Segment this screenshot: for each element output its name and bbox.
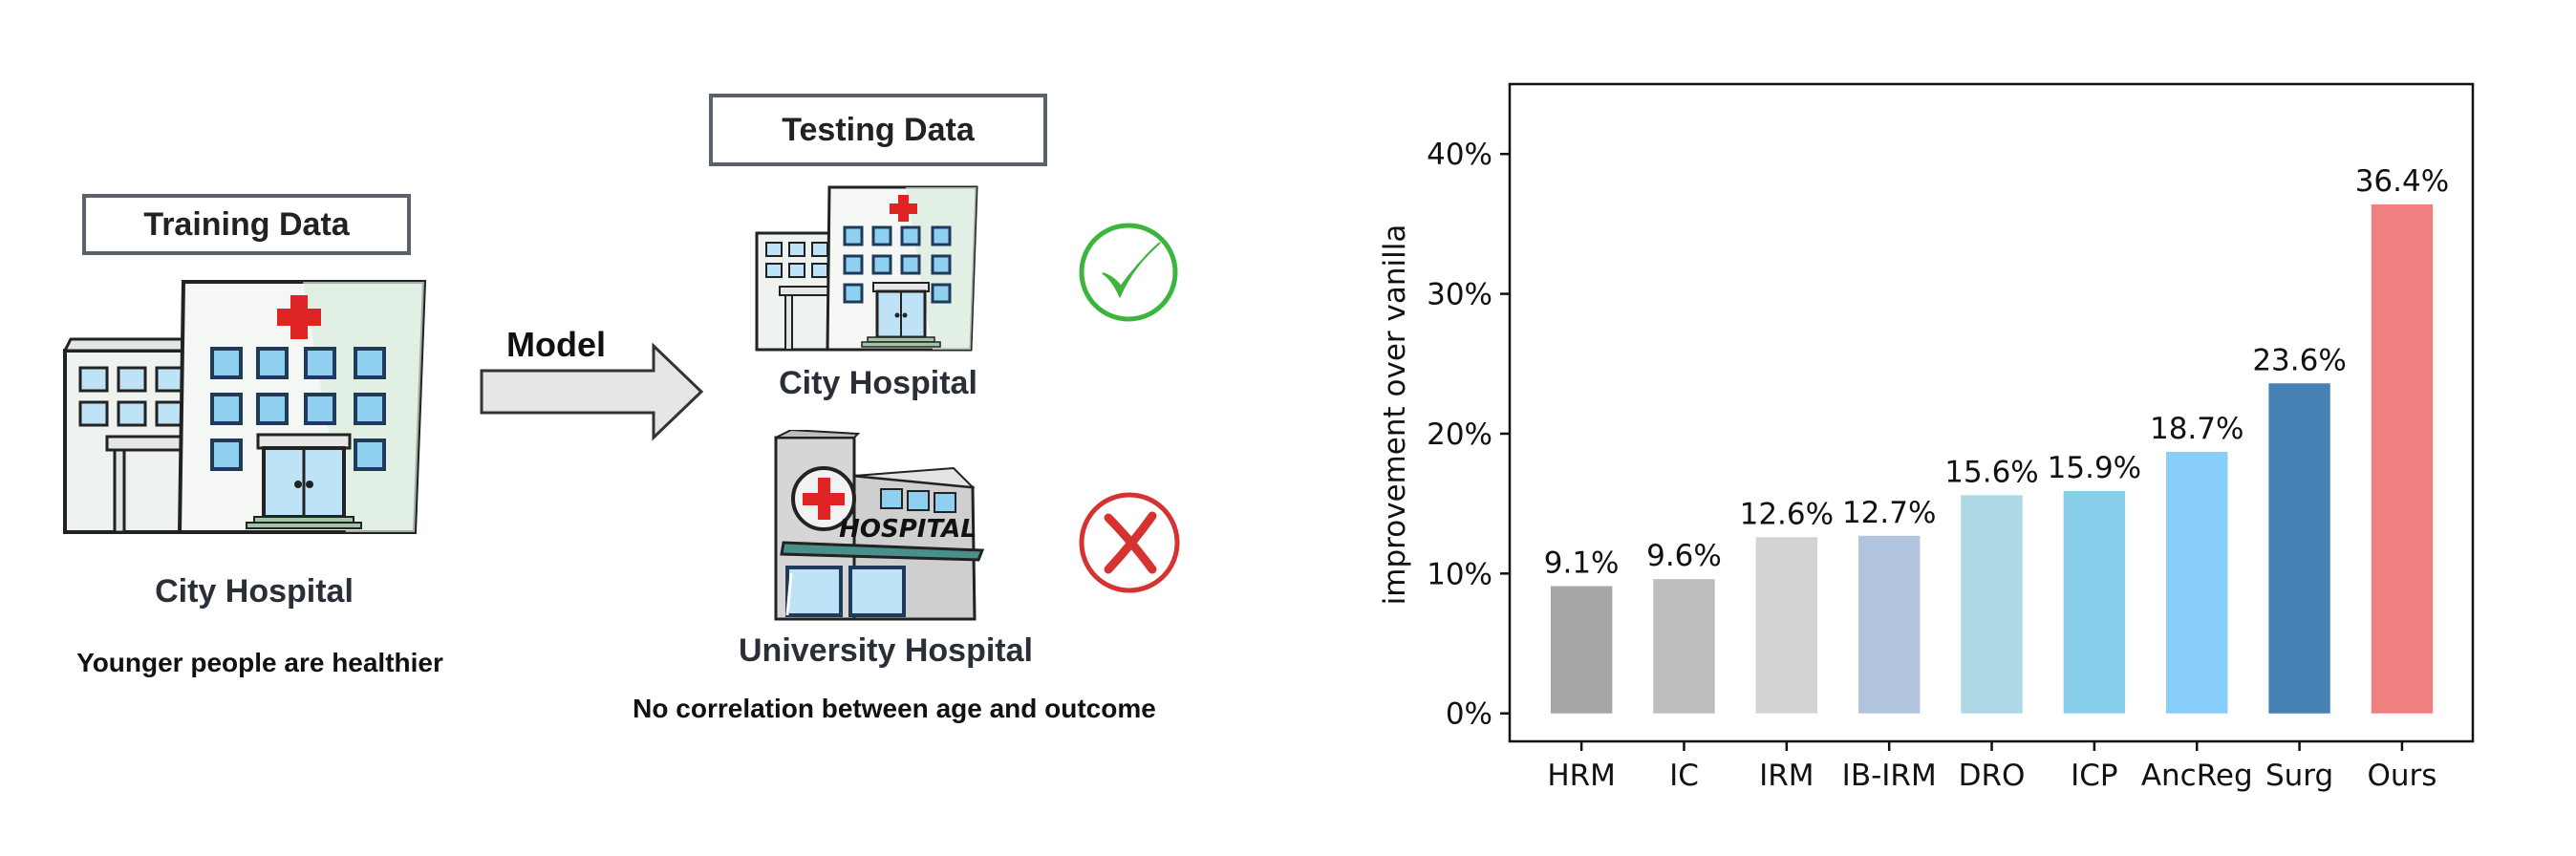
y-tick-label: 40% bbox=[1427, 138, 1492, 172]
hospital-sign-text: HOSPITAL bbox=[839, 515, 977, 544]
x-tick-label: AncReg bbox=[2141, 759, 2253, 793]
x-tick-label: HRM bbox=[1547, 759, 1616, 793]
x-tick-label: IC bbox=[1669, 759, 1699, 793]
training-data-label: Training Data bbox=[82, 194, 411, 255]
bar-value-label: 15.9% bbox=[2048, 451, 2141, 485]
y-axis-label: improvement over vanilla bbox=[1378, 225, 1412, 606]
check-icon bbox=[1079, 223, 1178, 322]
bar-irm bbox=[1755, 537, 1818, 714]
x-tick-label: DRO bbox=[1959, 759, 2026, 793]
bar-value-label: 15.6% bbox=[1944, 455, 2038, 489]
x-tick-label: IB-IRM bbox=[1842, 759, 1937, 793]
bar-dro bbox=[1961, 495, 2023, 714]
x-tick-label: IRM bbox=[1759, 759, 1814, 793]
train-city-hospital-icon bbox=[62, 280, 427, 534]
bar-value-label: 9.6% bbox=[1646, 539, 1722, 573]
y-tick-label: 0% bbox=[1446, 697, 1492, 732]
train-hospital-name: City Hospital bbox=[155, 573, 354, 610]
bar-value-label: 18.7% bbox=[2150, 412, 2243, 446]
model-label: Model bbox=[506, 325, 606, 364]
bar-surg bbox=[2268, 383, 2330, 714]
bar-ib-irm bbox=[1857, 535, 1921, 714]
cross-icon bbox=[1079, 492, 1180, 593]
y-tick-label: 30% bbox=[1427, 278, 1492, 312]
bar-value-label: 12.6% bbox=[1740, 497, 1834, 531]
bar-value-label: 9.1% bbox=[1544, 546, 1620, 581]
bar-hrm bbox=[1550, 586, 1613, 714]
bar-icp bbox=[2063, 490, 2126, 714]
model-arrow-icon bbox=[480, 342, 704, 441]
test-city-hospital-icon bbox=[755, 185, 978, 352]
university-hospital-icon: HOSPITAL bbox=[774, 430, 985, 621]
bar-value-label: 36.4% bbox=[2355, 164, 2449, 199]
train-note: Younger people are healthier bbox=[76, 648, 443, 677]
x-tick-label: Ours bbox=[2367, 759, 2436, 793]
bar-ancreg bbox=[2166, 451, 2228, 714]
y-tick-label: 10% bbox=[1427, 557, 1492, 591]
y-tick-label: 20% bbox=[1427, 417, 1492, 452]
test-note: No correlation between age and outcome bbox=[633, 694, 1156, 723]
testing-data-label: Testing Data bbox=[709, 94, 1047, 166]
bar-value-label: 23.6% bbox=[2252, 343, 2346, 377]
bar-value-label: 12.7% bbox=[1842, 496, 1936, 530]
test-hospital-2-name: University Hospital bbox=[739, 632, 1033, 669]
bar-ours bbox=[2371, 203, 2434, 714]
bar-ic bbox=[1653, 579, 1715, 714]
x-tick-label: ICP bbox=[2071, 759, 2117, 793]
test-hospital-1-name: City Hospital bbox=[779, 365, 977, 401]
x-tick-label: Surg bbox=[2265, 759, 2333, 793]
